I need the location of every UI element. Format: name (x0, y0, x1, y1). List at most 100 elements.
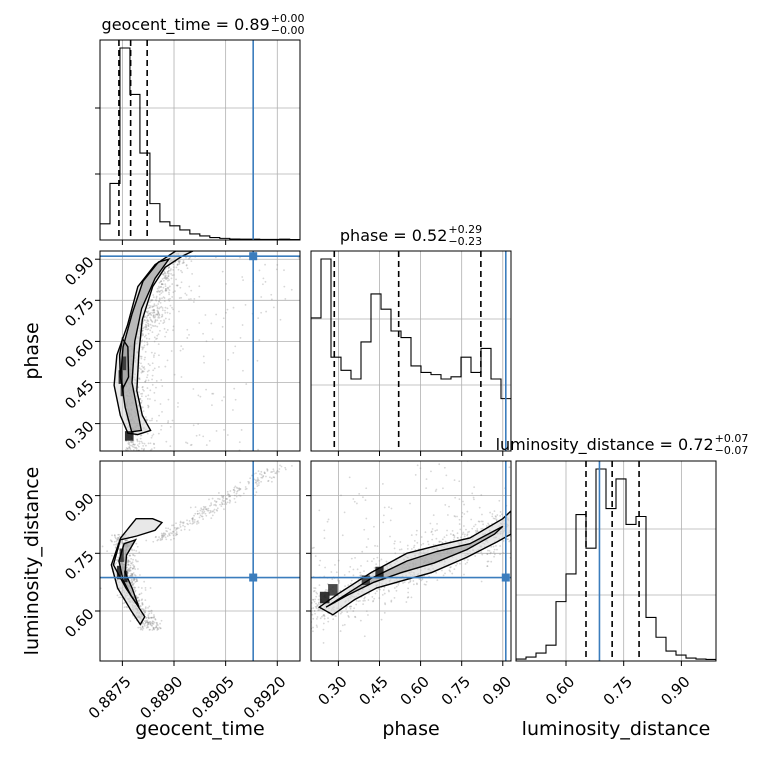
sample-point (209, 509, 212, 512)
sample-point (151, 622, 154, 625)
sample-point (242, 492, 245, 495)
sample-point (317, 603, 320, 605)
sample-point (158, 297, 161, 300)
sample-point (146, 620, 148, 623)
sample-point (136, 596, 139, 599)
sample-point (127, 559, 130, 561)
sample-point (488, 549, 491, 552)
sample-point (151, 299, 154, 301)
sample-point (508, 540, 511, 543)
sample-point (180, 376, 183, 378)
sample-point (443, 536, 446, 539)
y-tick-label-luminosity_distance: 0.60 (61, 605, 97, 641)
sample-point (466, 561, 469, 564)
sample-point (146, 621, 149, 624)
sample-point (227, 493, 230, 496)
sample-point (149, 621, 152, 624)
sample-point (165, 278, 168, 281)
y-tick-label-phase: 0.75 (61, 294, 97, 330)
sample-point (139, 402, 142, 404)
sample-point (257, 484, 260, 486)
sample-point (197, 394, 200, 397)
title-plus: +0.00 (271, 12, 305, 25)
sample-point (150, 616, 153, 619)
sample-point (416, 583, 418, 586)
sample-point (275, 268, 278, 271)
sample-point (164, 309, 166, 312)
sample-point (160, 283, 163, 286)
sample-point (445, 534, 448, 537)
sample-point (190, 289, 193, 292)
sample-point (163, 535, 165, 537)
sample-point (143, 326, 146, 329)
sample-point (120, 541, 123, 543)
sample-point (145, 310, 148, 313)
sample-point (244, 488, 247, 491)
sample-point (149, 620, 151, 623)
sample-point (147, 325, 150, 327)
sample-point (233, 486, 236, 489)
sample-point (155, 626, 158, 628)
sample-point (388, 506, 390, 508)
sample-point (280, 465, 283, 468)
sample-point (233, 491, 236, 494)
sample-point (457, 537, 459, 539)
sample-point (160, 280, 163, 282)
sample-point (473, 486, 476, 489)
sample-point (344, 585, 347, 588)
sample-point (169, 304, 172, 307)
sample-point (141, 386, 144, 389)
sample-point (156, 313, 159, 316)
sample-point (168, 534, 171, 537)
sample-point (255, 472, 257, 475)
sample-point (487, 522, 490, 525)
sample-point (106, 550, 109, 553)
sample-point (154, 626, 157, 629)
sample-point (141, 365, 143, 368)
sample-point (148, 306, 151, 309)
sample-point (147, 616, 150, 619)
sample-point (349, 607, 352, 610)
sample-point (128, 447, 131, 450)
sample-point (152, 628, 155, 631)
sample-point (239, 256, 241, 259)
contour-fill-1 (118, 539, 139, 608)
sample-point (261, 476, 264, 479)
sample-point (420, 543, 423, 546)
sample-point (327, 617, 329, 619)
sample-point (376, 556, 379, 559)
sample-point (131, 549, 134, 552)
title-median: 0.89 (234, 15, 270, 34)
sample-point (179, 520, 182, 523)
sample-point (128, 570, 131, 573)
sample-point (157, 538, 160, 541)
sample-point (205, 514, 208, 517)
sample-point (500, 513, 503, 516)
density-block (122, 356, 127, 371)
sample-point (167, 275, 170, 278)
sample-point (234, 345, 237, 348)
sample-point (229, 495, 232, 498)
sample-point (152, 315, 155, 318)
sample-point (244, 486, 247, 488)
sample-point (318, 564, 321, 567)
sample-point (352, 568, 355, 571)
sample-point (233, 497, 236, 500)
x-axis-label-phase: phase (382, 718, 439, 740)
sample-point (158, 290, 161, 293)
sample-point (140, 340, 143, 343)
sample-point (145, 616, 148, 619)
sample-point (137, 445, 140, 448)
sample-point (223, 508, 225, 511)
sample-point (166, 286, 169, 289)
panel-frame-phase-geocent_time (99, 250, 301, 452)
sample-point (255, 491, 258, 494)
sample-point (165, 331, 168, 334)
sample-point (284, 298, 287, 300)
sample-point (142, 610, 145, 613)
sample-point (171, 524, 173, 527)
sample-point (257, 470, 260, 473)
contour-line-0 (110, 517, 164, 626)
sample-point (160, 538, 163, 541)
sample-point (205, 508, 208, 511)
